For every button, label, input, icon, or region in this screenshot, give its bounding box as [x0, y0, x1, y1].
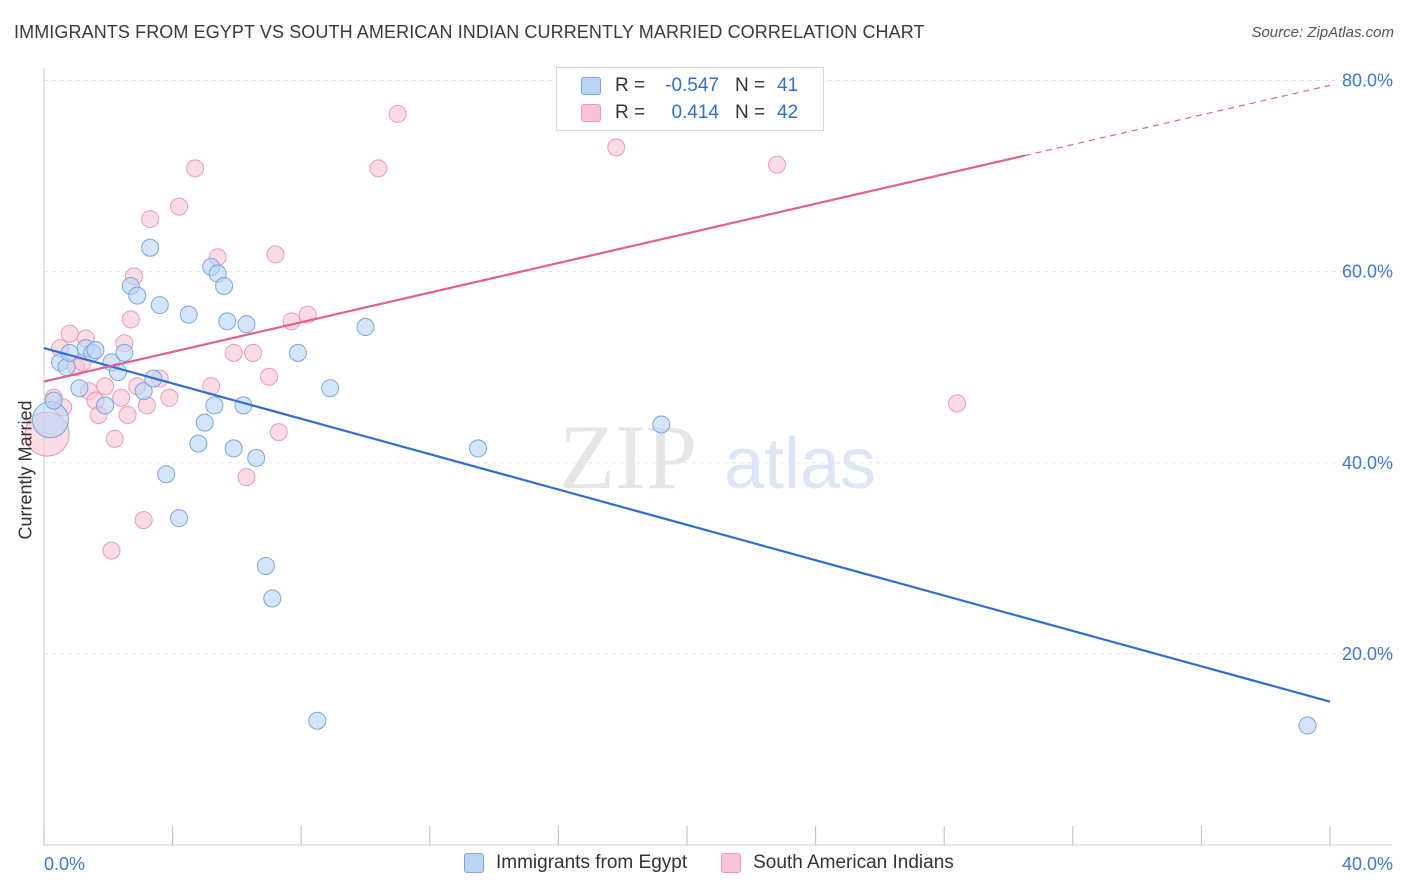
data-point-egypt	[134, 382, 153, 401]
data-point-sai	[141, 210, 160, 229]
data-point-egypt	[115, 343, 134, 362]
y-tick-label: 60.0%	[1342, 262, 1393, 282]
chart-title: IMMIGRANTS FROM EGYPT VS SOUTH AMERICAN …	[14, 22, 925, 42]
legend-n-label: N =	[735, 75, 766, 96]
data-point-sai	[269, 423, 288, 442]
trend-line-sai-extension	[1024, 84, 1331, 157]
data-point-egypt	[189, 434, 208, 453]
data-point-egypt	[652, 415, 671, 434]
legend-n-value: 42	[777, 102, 799, 123]
x-tick-label: 0.0%	[44, 854, 85, 874]
data-point-egypt	[288, 343, 307, 362]
data-point-sai	[948, 394, 967, 413]
data-point-sai	[237, 468, 256, 487]
stats-legend: R = -0.547 N = 41 R = 0.414 N = 42	[556, 67, 824, 131]
legend-label-sai: South American Indians	[753, 852, 954, 873]
data-point-egypt	[170, 509, 189, 528]
trend-lines	[43, 84, 1331, 703]
data-point-egypt	[70, 379, 89, 398]
legend-item-sai: South American Indians	[721, 852, 954, 874]
data-point-egypt	[256, 556, 275, 575]
data-point-sai	[266, 245, 285, 264]
watermark-atlas: atlas	[724, 424, 876, 504]
data-point-sai	[224, 343, 243, 362]
data-point-egypt	[1298, 716, 1317, 735]
data-point-egypt	[96, 396, 115, 415]
x-tick-label: 40.0%	[1342, 854, 1393, 874]
legend-n-value: 41	[777, 75, 799, 96]
legend-r-value: 0.414	[671, 102, 719, 123]
legend-item-egypt: Immigrants from Egypt	[464, 852, 687, 874]
data-point-sai	[118, 405, 137, 424]
data-point-egypt	[247, 448, 266, 467]
trend-line-egypt	[43, 347, 1331, 703]
y-axis-label: Currently Married	[15, 400, 36, 540]
tick-labels: 20.0% 40.0% 60.0% 80.0% 0.0% 40.0%	[44, 71, 1393, 875]
watermark: ZIP atlas	[559, 406, 876, 508]
data-point-egypt	[141, 238, 160, 257]
legend-row-egypt: R = -0.547 N = 41	[581, 73, 798, 99]
data-point-sai	[60, 324, 79, 343]
data-point-sai	[134, 511, 153, 530]
legend-r-value: -0.547	[665, 75, 719, 96]
data-point-egypt	[308, 711, 327, 730]
data-point-egypt	[86, 340, 105, 359]
data-point-egypt	[150, 296, 169, 315]
data-point-egypt	[205, 396, 224, 415]
trend-line-sai	[43, 154, 1025, 383]
grid-lines	[44, 80, 1392, 655]
legend-n-label: N =	[735, 102, 766, 123]
data-point-egypt	[157, 465, 176, 484]
data-point-sai	[369, 159, 388, 178]
legend-r-label: R =	[615, 75, 646, 96]
series-legend: Immigrants from Egypt South American Ind…	[464, 852, 988, 874]
data-point-egypt	[237, 315, 256, 334]
y-tick-label: 80.0%	[1342, 71, 1393, 91]
data-point-egypt	[224, 439, 243, 458]
legend-swatch-pink	[581, 104, 601, 122]
data-point-egypt	[215, 276, 234, 295]
axes	[43, 68, 1392, 846]
legend-row-sai: R = 0.414 N = 42	[581, 100, 798, 126]
data-point-egypt	[321, 379, 340, 398]
y-tick-label: 20.0%	[1342, 644, 1393, 664]
legend-r-label: R =	[615, 102, 646, 123]
data-point-egypt	[179, 305, 198, 324]
data-point-sai	[768, 155, 787, 174]
data-point-egypt	[128, 286, 147, 305]
data-point-sai	[105, 429, 124, 448]
legend-label-egypt: Immigrants from Egypt	[496, 852, 688, 873]
legend-swatch-blue	[581, 77, 601, 95]
data-point-sai	[388, 104, 407, 123]
legend-swatch-pink	[721, 853, 742, 873]
data-point-egypt	[218, 312, 237, 331]
data-point-sai	[121, 310, 140, 329]
data-point-sai	[160, 388, 179, 407]
data-point-sai	[96, 377, 115, 396]
data-point-sai	[260, 367, 279, 386]
watermark-zip: ZIP	[559, 406, 697, 508]
data-point-sai	[282, 312, 301, 331]
data-point-sai	[170, 197, 189, 216]
data-point-egypt	[469, 439, 488, 458]
y-tick-label: 40.0%	[1342, 453, 1393, 473]
data-point-egypt	[356, 318, 375, 337]
data-point-sai	[102, 541, 121, 560]
legend-swatch-blue	[464, 853, 484, 873]
source-label: Source: ZipAtlas.com	[1251, 24, 1394, 41]
data-point-sai	[607, 138, 626, 157]
data-point-egypt	[44, 391, 63, 410]
data-point-sai	[112, 388, 131, 407]
data-point-egypt	[195, 413, 214, 432]
data-point-sai	[186, 159, 205, 178]
data-point-egypt	[263, 589, 282, 608]
data-point-sai	[243, 343, 262, 362]
